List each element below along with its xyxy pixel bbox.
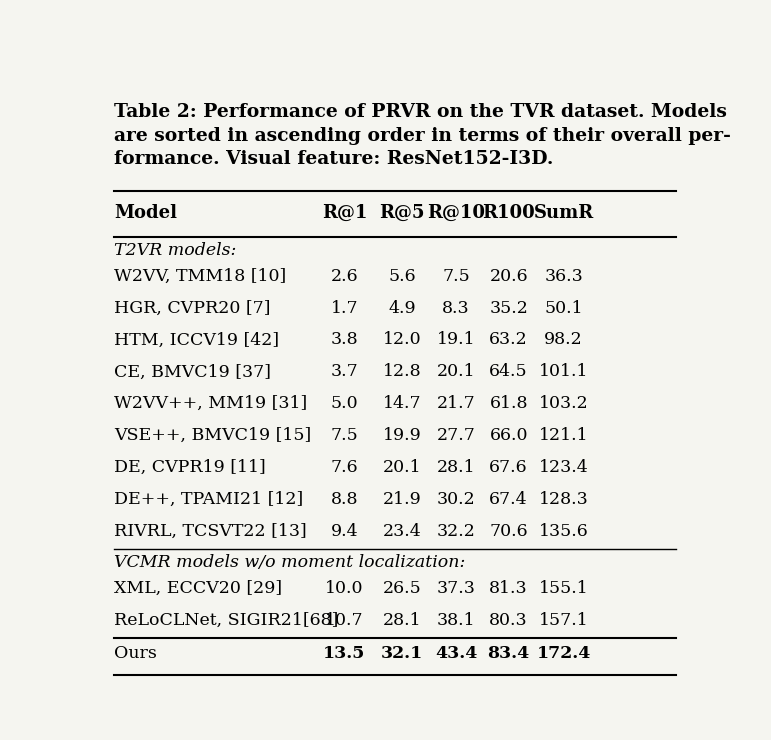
Text: 12.8: 12.8 bbox=[383, 363, 422, 380]
Text: 67.6: 67.6 bbox=[490, 459, 528, 476]
Text: 38.1: 38.1 bbox=[437, 612, 476, 629]
Text: 123.4: 123.4 bbox=[539, 459, 588, 476]
Text: 28.1: 28.1 bbox=[437, 459, 476, 476]
Text: 121.1: 121.1 bbox=[539, 427, 588, 444]
Text: W2VV++, MM19 [31]: W2VV++, MM19 [31] bbox=[114, 395, 308, 412]
Text: 14.7: 14.7 bbox=[383, 395, 422, 412]
Text: Table 2: Performance of PRVR on the TVR dataset. Models
are sorted in ascending : Table 2: Performance of PRVR on the TVR … bbox=[114, 103, 731, 168]
Text: 128.3: 128.3 bbox=[539, 491, 588, 508]
Text: 81.3: 81.3 bbox=[490, 580, 528, 597]
Text: 13.5: 13.5 bbox=[323, 645, 365, 662]
Text: Ours: Ours bbox=[114, 645, 157, 662]
Text: XML, ECCV20 [29]: XML, ECCV20 [29] bbox=[114, 580, 282, 597]
Text: 80.3: 80.3 bbox=[490, 612, 528, 629]
Text: VSE++, BMVC19 [15]: VSE++, BMVC19 [15] bbox=[114, 427, 311, 444]
Text: 66.0: 66.0 bbox=[490, 427, 528, 444]
Text: 19.9: 19.9 bbox=[383, 427, 422, 444]
Text: 30.2: 30.2 bbox=[436, 491, 476, 508]
Text: 63.2: 63.2 bbox=[490, 332, 528, 349]
Text: 157.1: 157.1 bbox=[539, 612, 588, 629]
Text: 70.6: 70.6 bbox=[490, 523, 528, 540]
Text: Model: Model bbox=[114, 204, 177, 222]
Text: 3.8: 3.8 bbox=[331, 332, 359, 349]
Text: 43.4: 43.4 bbox=[435, 645, 477, 662]
Text: T2VR models:: T2VR models: bbox=[114, 241, 237, 258]
Text: 64.5: 64.5 bbox=[490, 363, 528, 380]
Text: R@1: R@1 bbox=[322, 204, 367, 222]
Text: 32.1: 32.1 bbox=[381, 645, 423, 662]
Text: W2VV, TMM18 [10]: W2VV, TMM18 [10] bbox=[114, 268, 287, 285]
Text: 8.3: 8.3 bbox=[443, 300, 470, 317]
Text: 20.1: 20.1 bbox=[437, 363, 476, 380]
Text: 9.4: 9.4 bbox=[331, 523, 359, 540]
Text: RIVRL, TCSVT22 [13]: RIVRL, TCSVT22 [13] bbox=[114, 523, 307, 540]
Text: 7.5: 7.5 bbox=[331, 427, 359, 444]
Text: 50.1: 50.1 bbox=[544, 300, 583, 317]
Text: 26.5: 26.5 bbox=[383, 580, 422, 597]
Text: 2.6: 2.6 bbox=[331, 268, 359, 285]
Text: 20.6: 20.6 bbox=[490, 268, 528, 285]
Text: 83.4: 83.4 bbox=[487, 645, 530, 662]
Text: DE++, TPAMI21 [12]: DE++, TPAMI21 [12] bbox=[114, 491, 304, 508]
Text: DE, CVPR19 [11]: DE, CVPR19 [11] bbox=[114, 459, 266, 476]
Text: 35.2: 35.2 bbox=[490, 300, 528, 317]
Text: R100: R100 bbox=[483, 204, 535, 222]
Text: 135.6: 135.6 bbox=[539, 523, 588, 540]
Text: CE, BMVC19 [37]: CE, BMVC19 [37] bbox=[114, 363, 271, 380]
Text: 1.7: 1.7 bbox=[331, 300, 359, 317]
Text: 10.0: 10.0 bbox=[325, 580, 364, 597]
Text: 37.3: 37.3 bbox=[436, 580, 476, 597]
Text: 10.7: 10.7 bbox=[325, 612, 364, 629]
Text: 8.8: 8.8 bbox=[331, 491, 358, 508]
Text: R@5: R@5 bbox=[379, 204, 425, 222]
Text: R@10: R@10 bbox=[427, 204, 485, 222]
Text: 21.7: 21.7 bbox=[436, 395, 476, 412]
Text: 5.0: 5.0 bbox=[331, 395, 359, 412]
Text: 19.1: 19.1 bbox=[437, 332, 476, 349]
Text: HTM, ICCV19 [42]: HTM, ICCV19 [42] bbox=[114, 332, 279, 349]
Text: 5.6: 5.6 bbox=[389, 268, 416, 285]
Text: 98.2: 98.2 bbox=[544, 332, 583, 349]
Text: VCMR models w/o moment localization:: VCMR models w/o moment localization: bbox=[114, 554, 466, 571]
Text: 21.9: 21.9 bbox=[383, 491, 422, 508]
Text: 20.1: 20.1 bbox=[383, 459, 422, 476]
Text: 32.2: 32.2 bbox=[436, 523, 476, 540]
Text: ReLoCLNet, SIGIR21[68]: ReLoCLNet, SIGIR21[68] bbox=[114, 612, 338, 629]
Text: 67.4: 67.4 bbox=[490, 491, 528, 508]
Text: HGR, CVPR20 [7]: HGR, CVPR20 [7] bbox=[114, 300, 271, 317]
Text: 61.8: 61.8 bbox=[490, 395, 528, 412]
Text: 172.4: 172.4 bbox=[537, 645, 591, 662]
Text: 155.1: 155.1 bbox=[539, 580, 588, 597]
Text: 7.5: 7.5 bbox=[443, 268, 470, 285]
Text: 27.7: 27.7 bbox=[436, 427, 476, 444]
Text: 101.1: 101.1 bbox=[539, 363, 588, 380]
Text: 36.3: 36.3 bbox=[544, 268, 583, 285]
Text: 7.6: 7.6 bbox=[331, 459, 359, 476]
Text: 4.9: 4.9 bbox=[389, 300, 416, 317]
Text: 103.2: 103.2 bbox=[539, 395, 588, 412]
Text: 28.1: 28.1 bbox=[383, 612, 422, 629]
Text: SumR: SumR bbox=[534, 204, 594, 222]
Text: 3.7: 3.7 bbox=[331, 363, 359, 380]
Text: 23.4: 23.4 bbox=[383, 523, 422, 540]
Text: 12.0: 12.0 bbox=[383, 332, 422, 349]
